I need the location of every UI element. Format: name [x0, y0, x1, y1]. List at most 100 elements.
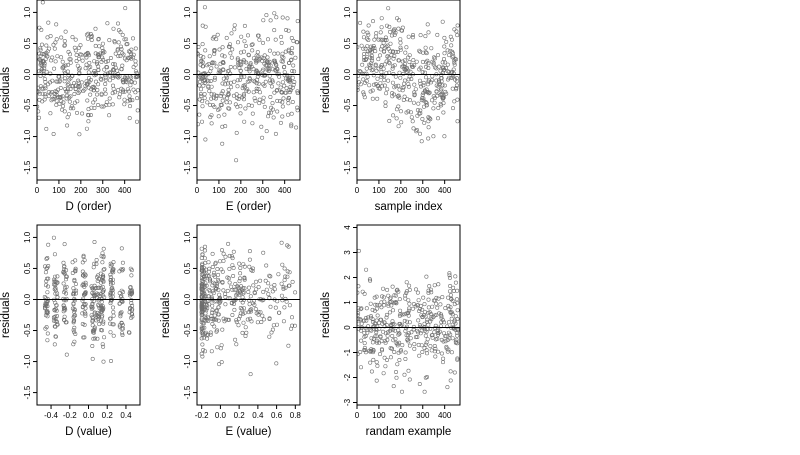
data-point: [357, 87, 360, 92]
x-tick-label: 400: [118, 186, 132, 195]
data-point: [379, 16, 384, 21]
data-point: [261, 289, 266, 294]
data-point: [399, 389, 404, 394]
data-point: [453, 57, 458, 62]
data-point: [68, 76, 73, 81]
data-point: [270, 101, 275, 106]
data-point: [267, 316, 272, 321]
data-point: [446, 320, 451, 325]
data-point: [441, 66, 446, 71]
data-point: [386, 60, 391, 65]
data-point: [128, 285, 133, 290]
data-point: [227, 100, 232, 105]
data-point: [364, 56, 369, 61]
data-point: [105, 65, 110, 70]
data-point: [260, 40, 265, 45]
data-point: [263, 73, 268, 78]
data-point: [256, 58, 261, 63]
data-point: [381, 286, 386, 291]
data-point: [279, 59, 284, 64]
data-point: [108, 295, 113, 300]
data-point: [199, 316, 204, 321]
data-point: [246, 52, 251, 57]
data-point: [201, 347, 206, 352]
data-point: [229, 55, 234, 60]
data-point: [211, 317, 216, 322]
data-point: [227, 280, 232, 285]
data-point: [202, 92, 207, 97]
x-tick-label: 0.2: [234, 411, 246, 420]
data-point: [239, 34, 244, 39]
data-point: [412, 82, 417, 87]
data-point: [96, 103, 101, 108]
data-point: [119, 246, 124, 251]
data-point: [357, 313, 360, 318]
data-point: [95, 92, 100, 97]
data-point: [425, 337, 430, 342]
data-point: [378, 81, 383, 86]
data-point: [282, 70, 287, 75]
data-point: [295, 19, 300, 24]
data-point: [374, 326, 379, 331]
data-point: [422, 321, 427, 326]
data-point: [117, 95, 122, 100]
data-point: [422, 70, 427, 75]
data-point: [199, 93, 204, 98]
data-point: [261, 250, 266, 255]
data-point: [60, 104, 65, 109]
data-point: [395, 362, 400, 367]
data-point: [384, 312, 389, 317]
data-point: [246, 289, 251, 294]
y-tick-label: 1.0: [343, 6, 352, 18]
data-point: [395, 49, 400, 54]
data-point: [260, 69, 265, 74]
data-point: [415, 334, 420, 339]
data-point: [362, 95, 367, 100]
data-point: [415, 290, 420, 295]
data-point: [199, 87, 204, 92]
data-point: [262, 83, 267, 88]
data-point: [99, 92, 104, 97]
data-point: [67, 95, 72, 100]
y-tick-label: -0.5: [343, 98, 352, 112]
data-point: [259, 124, 264, 129]
data-point: [104, 59, 109, 64]
data-point: [110, 91, 115, 96]
data-point: [71, 319, 76, 324]
data-point: [88, 32, 93, 37]
data-point: [87, 76, 92, 81]
data-point: [216, 318, 221, 323]
data-point: [121, 289, 126, 294]
data-point: [77, 45, 82, 50]
data-point: [436, 84, 441, 89]
data-point: [401, 85, 406, 90]
data-point: [200, 290, 205, 295]
data-point: [440, 318, 445, 323]
data-point: [452, 60, 457, 65]
data-point: [223, 124, 228, 129]
data-point: [208, 332, 213, 337]
data-point: [424, 60, 429, 65]
data-point: [379, 70, 384, 75]
data-point: [202, 283, 207, 288]
data-point: [76, 84, 81, 89]
data-point: [378, 334, 383, 339]
data-point: [68, 106, 73, 111]
data-point: [73, 331, 78, 336]
data-point: [236, 40, 241, 45]
data-point: [248, 61, 253, 66]
data-point: [131, 65, 136, 70]
data-point: [394, 301, 399, 306]
data-point: [281, 286, 286, 291]
data-point: [446, 303, 451, 308]
data-point: [428, 80, 433, 85]
data-point: [436, 296, 441, 301]
data-point: [450, 312, 455, 317]
data-point: [285, 269, 290, 274]
data-point: [80, 298, 85, 303]
data-point: [54, 303, 59, 308]
data-point: [395, 94, 400, 99]
data-point: [129, 298, 134, 303]
data-point: [209, 92, 214, 97]
data-point: [361, 90, 366, 95]
